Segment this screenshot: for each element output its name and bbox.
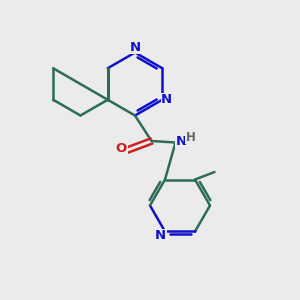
Text: H: H (186, 130, 195, 144)
Text: N: N (129, 40, 141, 54)
Text: N: N (155, 230, 166, 242)
Text: N: N (175, 135, 187, 148)
Text: O: O (116, 142, 127, 155)
Text: N: N (161, 93, 172, 106)
